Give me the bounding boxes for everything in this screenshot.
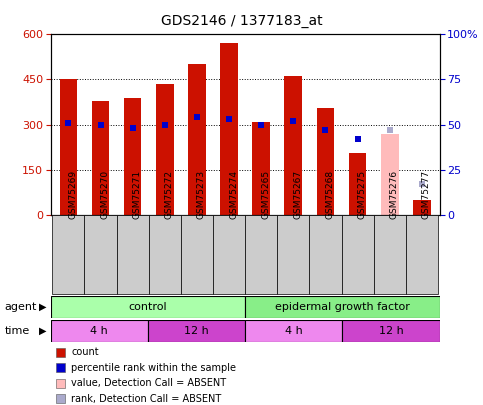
- Text: GSM75268: GSM75268: [326, 169, 334, 219]
- Text: value, Detection Call = ABSENT: value, Detection Call = ABSENT: [71, 378, 226, 388]
- Text: GSM75275: GSM75275: [357, 169, 367, 219]
- Bar: [188, 64, 206, 215]
- Bar: [284, 77, 302, 215]
- Text: 4 h: 4 h: [285, 326, 302, 336]
- Text: 4 h: 4 h: [90, 326, 108, 336]
- Bar: [220, 43, 238, 215]
- Text: GSM75272: GSM75272: [165, 170, 174, 219]
- FancyBboxPatch shape: [181, 215, 213, 294]
- FancyBboxPatch shape: [148, 320, 245, 342]
- Text: GDS2146 / 1377183_at: GDS2146 / 1377183_at: [161, 14, 322, 28]
- Bar: [156, 84, 173, 215]
- Bar: [381, 134, 398, 215]
- FancyBboxPatch shape: [213, 215, 245, 294]
- Text: ▶: ▶: [39, 302, 47, 312]
- Text: 12 h: 12 h: [184, 326, 209, 336]
- Text: GSM75273: GSM75273: [197, 169, 206, 219]
- Text: 12 h: 12 h: [379, 326, 403, 336]
- FancyBboxPatch shape: [406, 215, 438, 294]
- Text: epidermal growth factor: epidermal growth factor: [275, 302, 410, 312]
- FancyBboxPatch shape: [310, 215, 341, 294]
- Text: GSM75276: GSM75276: [390, 169, 399, 219]
- FancyBboxPatch shape: [245, 296, 440, 318]
- Text: GSM75269: GSM75269: [69, 169, 77, 219]
- Text: ▶: ▶: [39, 326, 47, 336]
- Bar: [92, 100, 109, 215]
- Bar: [349, 153, 367, 215]
- Text: GSM75270: GSM75270: [100, 169, 110, 219]
- Text: GSM75267: GSM75267: [293, 169, 302, 219]
- Bar: [413, 200, 431, 215]
- FancyBboxPatch shape: [116, 215, 149, 294]
- Bar: [317, 108, 334, 215]
- Text: GSM75271: GSM75271: [133, 169, 142, 219]
- FancyBboxPatch shape: [245, 215, 277, 294]
- FancyBboxPatch shape: [342, 320, 440, 342]
- FancyBboxPatch shape: [52, 215, 85, 294]
- FancyBboxPatch shape: [245, 320, 342, 342]
- Text: count: count: [71, 347, 99, 357]
- Text: GSM75277: GSM75277: [422, 169, 431, 219]
- Text: time: time: [5, 326, 30, 336]
- FancyBboxPatch shape: [85, 215, 116, 294]
- FancyBboxPatch shape: [51, 320, 148, 342]
- FancyBboxPatch shape: [149, 215, 181, 294]
- FancyBboxPatch shape: [51, 296, 245, 318]
- FancyBboxPatch shape: [374, 215, 406, 294]
- Text: agent: agent: [5, 302, 37, 312]
- FancyBboxPatch shape: [277, 215, 310, 294]
- Text: control: control: [128, 302, 167, 312]
- Bar: [59, 79, 77, 215]
- FancyBboxPatch shape: [341, 215, 374, 294]
- Text: rank, Detection Call = ABSENT: rank, Detection Call = ABSENT: [71, 394, 221, 403]
- Bar: [252, 122, 270, 215]
- Text: percentile rank within the sample: percentile rank within the sample: [71, 363, 236, 373]
- Text: GSM75265: GSM75265: [261, 169, 270, 219]
- Text: GSM75274: GSM75274: [229, 170, 238, 219]
- Bar: [124, 98, 142, 215]
